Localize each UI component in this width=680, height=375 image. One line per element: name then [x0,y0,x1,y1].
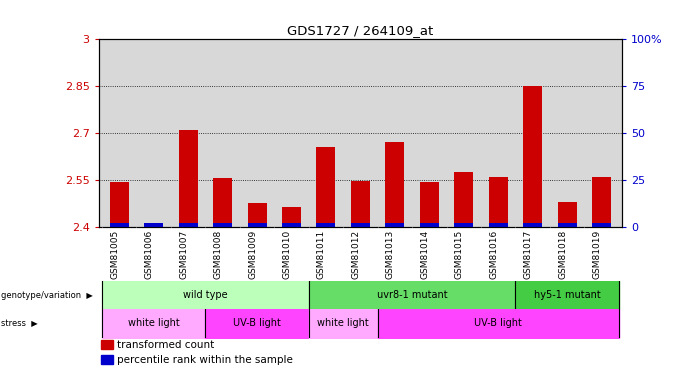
Bar [592,177,611,227]
Text: GSM81010: GSM81010 [282,230,292,279]
Text: GSM81012: GSM81012 [352,230,360,279]
Text: white light: white light [318,318,369,328]
Text: GSM81009: GSM81009 [248,230,257,279]
Title: GDS1727 / 264109_at: GDS1727 / 264109_at [287,24,434,37]
Bar [213,223,232,227]
Text: GSM81018: GSM81018 [558,230,567,279]
Bar [454,223,473,227]
Text: GSM81014: GSM81014 [420,230,429,279]
Text: UV-B light: UV-B light [233,318,281,328]
Bar [101,356,113,364]
Bar [420,182,439,227]
Text: transformed count: transformed count [118,340,215,350]
Bar [351,223,370,227]
Bar [316,147,335,227]
Bar [523,223,542,227]
Text: GSM81015: GSM81015 [455,230,464,279]
Text: genotype/variation  ▶: genotype/variation ▶ [1,291,93,300]
Bar [101,340,113,349]
Text: uvr8-1 mutant: uvr8-1 mutant [377,290,447,300]
Text: white light: white light [128,318,180,328]
Bar [316,223,335,227]
Bar [558,202,577,227]
Text: GSM81016: GSM81016 [489,230,498,279]
Text: GSM81007: GSM81007 [179,230,188,279]
Bar [420,223,439,227]
Bar [386,223,405,227]
Bar [248,203,267,227]
Text: GSM81017: GSM81017 [524,230,532,279]
Text: GSM81011: GSM81011 [317,230,326,279]
Text: UV-B light: UV-B light [474,318,522,328]
Text: GSM81006: GSM81006 [145,230,154,279]
Text: percentile rank within the sample: percentile rank within the sample [118,356,293,365]
Bar [213,178,232,227]
Bar [109,182,129,227]
Bar [109,223,129,227]
Bar [523,86,542,227]
Bar [248,223,267,227]
Bar [282,223,301,227]
Bar [351,181,370,227]
Bar [282,207,301,227]
Text: GSM81019: GSM81019 [592,230,602,279]
Bar [179,223,198,227]
Text: GSM81008: GSM81008 [214,230,222,279]
Bar [144,223,163,227]
Text: stress  ▶: stress ▶ [1,319,38,328]
Bar [592,223,611,227]
Bar [489,177,508,227]
Bar [558,223,577,227]
Text: hy5-1 mutant: hy5-1 mutant [534,290,600,300]
Bar [489,223,508,227]
Bar [179,130,198,227]
Bar [386,142,405,227]
Text: wild type: wild type [183,290,228,300]
Text: GSM81005: GSM81005 [110,230,119,279]
Bar [454,172,473,227]
Text: GSM81013: GSM81013 [386,230,395,279]
